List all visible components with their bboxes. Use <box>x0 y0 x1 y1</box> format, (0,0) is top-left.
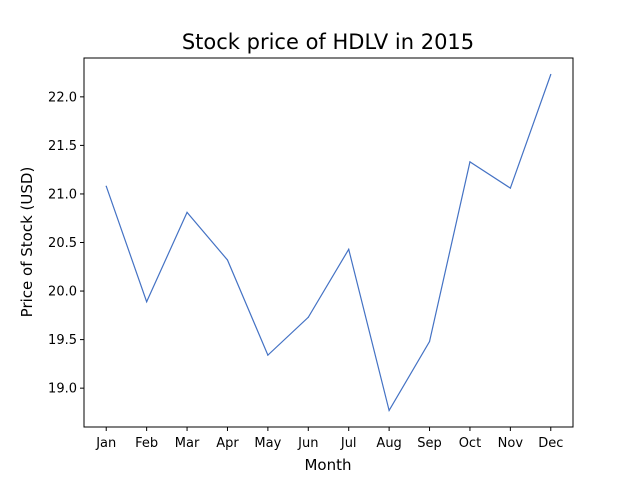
x-tick-label: Jan <box>95 436 116 451</box>
y-tick-label: 20.5 <box>48 236 77 251</box>
data-point <box>550 73 552 76</box>
data-point <box>226 259 229 261</box>
series-line <box>105 74 552 413</box>
data-point <box>509 187 511 189</box>
data-point <box>105 185 107 187</box>
x-tick-label: Dec <box>538 436 563 451</box>
x-tick-label: Jun <box>297 436 318 451</box>
x-tick-label: Aug <box>376 436 401 451</box>
data-point <box>146 301 148 303</box>
y-tick-label: 20.0 <box>48 285 77 300</box>
y-axis: 19.0 19.5 20.0 20.5 21.0 21.5 22.0 <box>48 90 84 397</box>
data-point <box>469 161 471 163</box>
x-tick-label: Feb <box>135 436 158 451</box>
x-tick-label: Jul <box>340 436 357 451</box>
x-axis-label: Month <box>304 456 351 474</box>
y-tick-label: 19.5 <box>48 333 77 348</box>
data-point <box>348 248 350 250</box>
y-tick-label: 21.5 <box>48 139 77 154</box>
y-tick-label: 19.0 <box>48 382 77 397</box>
x-tick-label: Oct <box>459 436 481 451</box>
data-point <box>186 211 188 213</box>
x-axis: Jan Feb Mar Apr May Jun Jul Aug Sep Oct Nov Dec <box>95 427 563 451</box>
y-tick-label: 21.0 <box>48 187 77 202</box>
chart-title: Stock price of HDLV in 2015 <box>182 30 474 54</box>
x-tick-label: Apr <box>216 436 239 451</box>
x-tick-label: Mar <box>175 436 200 451</box>
series-layer <box>105 73 552 413</box>
plot-area-frame <box>83 57 574 428</box>
x-tick-label: Sep <box>417 436 442 451</box>
y-tick-label: 22.0 <box>48 90 77 105</box>
y-axis-label: Price of Stock (USD) <box>18 167 36 318</box>
data-point <box>307 316 309 318</box>
data-point <box>388 409 390 412</box>
data-point <box>267 354 269 356</box>
data-point <box>428 340 431 343</box>
x-tick-label: May <box>254 436 281 451</box>
x-tick-label: Nov <box>498 436 524 451</box>
